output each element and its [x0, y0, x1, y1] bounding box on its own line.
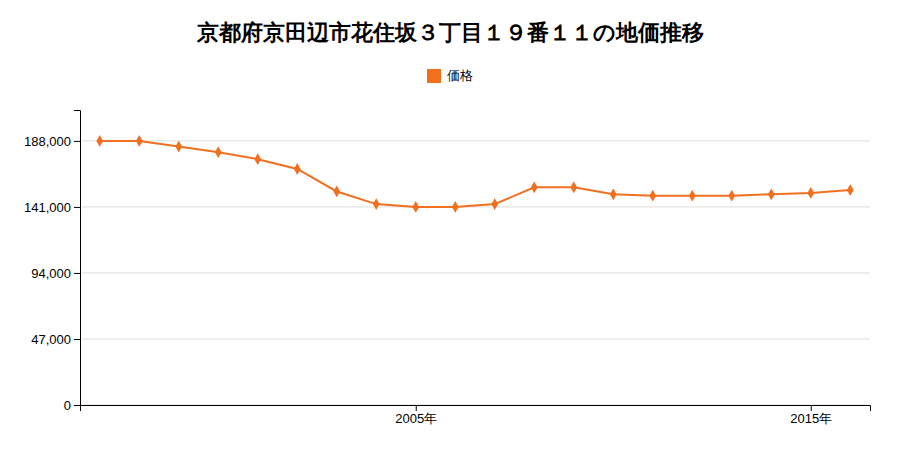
tick-mark: [74, 339, 80, 340]
legend: 価格: [427, 68, 473, 83]
tick: 2005年: [395, 405, 437, 426]
marker: [136, 135, 143, 147]
tick: 2015年: [790, 405, 832, 426]
line: [100, 141, 851, 207]
grid-line: [80, 206, 870, 207]
tick: 188,000: [24, 134, 80, 149]
marker: [570, 181, 577, 193]
legend-label: 価格: [447, 68, 473, 83]
marker: [175, 141, 182, 153]
tick-label: 47,000: [31, 332, 71, 347]
marker: [649, 190, 656, 202]
tick: 0: [64, 398, 80, 413]
marker: [254, 153, 261, 165]
marker: [689, 190, 696, 202]
marker: [807, 187, 814, 199]
marker: [333, 186, 340, 198]
tick-mark: [416, 405, 417, 411]
marker: [847, 184, 854, 196]
grid: [80, 141, 870, 405]
tick-label: 2005年: [395, 411, 437, 426]
tick-mark: [74, 405, 80, 406]
tick-mark: [811, 405, 812, 411]
tick-label: 2015年: [790, 411, 832, 426]
tick-label: 0: [64, 398, 71, 413]
marker: [96, 135, 103, 147]
marker: [452, 201, 459, 213]
marker: [491, 198, 498, 210]
tick-label: 141,000: [24, 200, 71, 215]
marker: [412, 201, 419, 213]
grid-line: [80, 272, 870, 273]
marker: [610, 188, 617, 200]
axis-line: [81, 406, 871, 412]
tick-mark: [74, 273, 80, 274]
marker: [215, 146, 222, 158]
marker: [768, 188, 775, 200]
marker: [531, 181, 538, 193]
tick-label: 188,000: [24, 134, 71, 149]
plot: 2005年 2015年 0 47,000 94,000 141,000 188,000: [24, 111, 871, 427]
y-axis: 0 47,000 94,000 141,000 188,000: [24, 111, 81, 413]
chart: 2005年 2015年 0 47,000 94,000 141,000 188,000 京都府…: [0, 0, 900, 450]
data: [96, 135, 853, 213]
tick: 47,000: [31, 332, 80, 347]
tick-label: 94,000: [31, 266, 71, 281]
marker: [373, 198, 380, 210]
title: 京都府京田辺市花住坂３丁目１９番１１の地価推移: [196, 20, 704, 45]
tick-mark: [74, 207, 80, 208]
tick-mark: [74, 141, 80, 142]
legend-swatch: [427, 69, 441, 83]
marker: [294, 163, 301, 175]
x-axis: 2005年 2015年: [81, 405, 871, 426]
tick: 141,000: [24, 200, 80, 215]
tick: 94,000: [31, 266, 80, 281]
legend-item: 価格: [427, 68, 473, 83]
grid-line: [80, 140, 870, 141]
grid-line: [80, 338, 870, 339]
marker: [728, 190, 735, 202]
axis-line: [74, 111, 81, 406]
